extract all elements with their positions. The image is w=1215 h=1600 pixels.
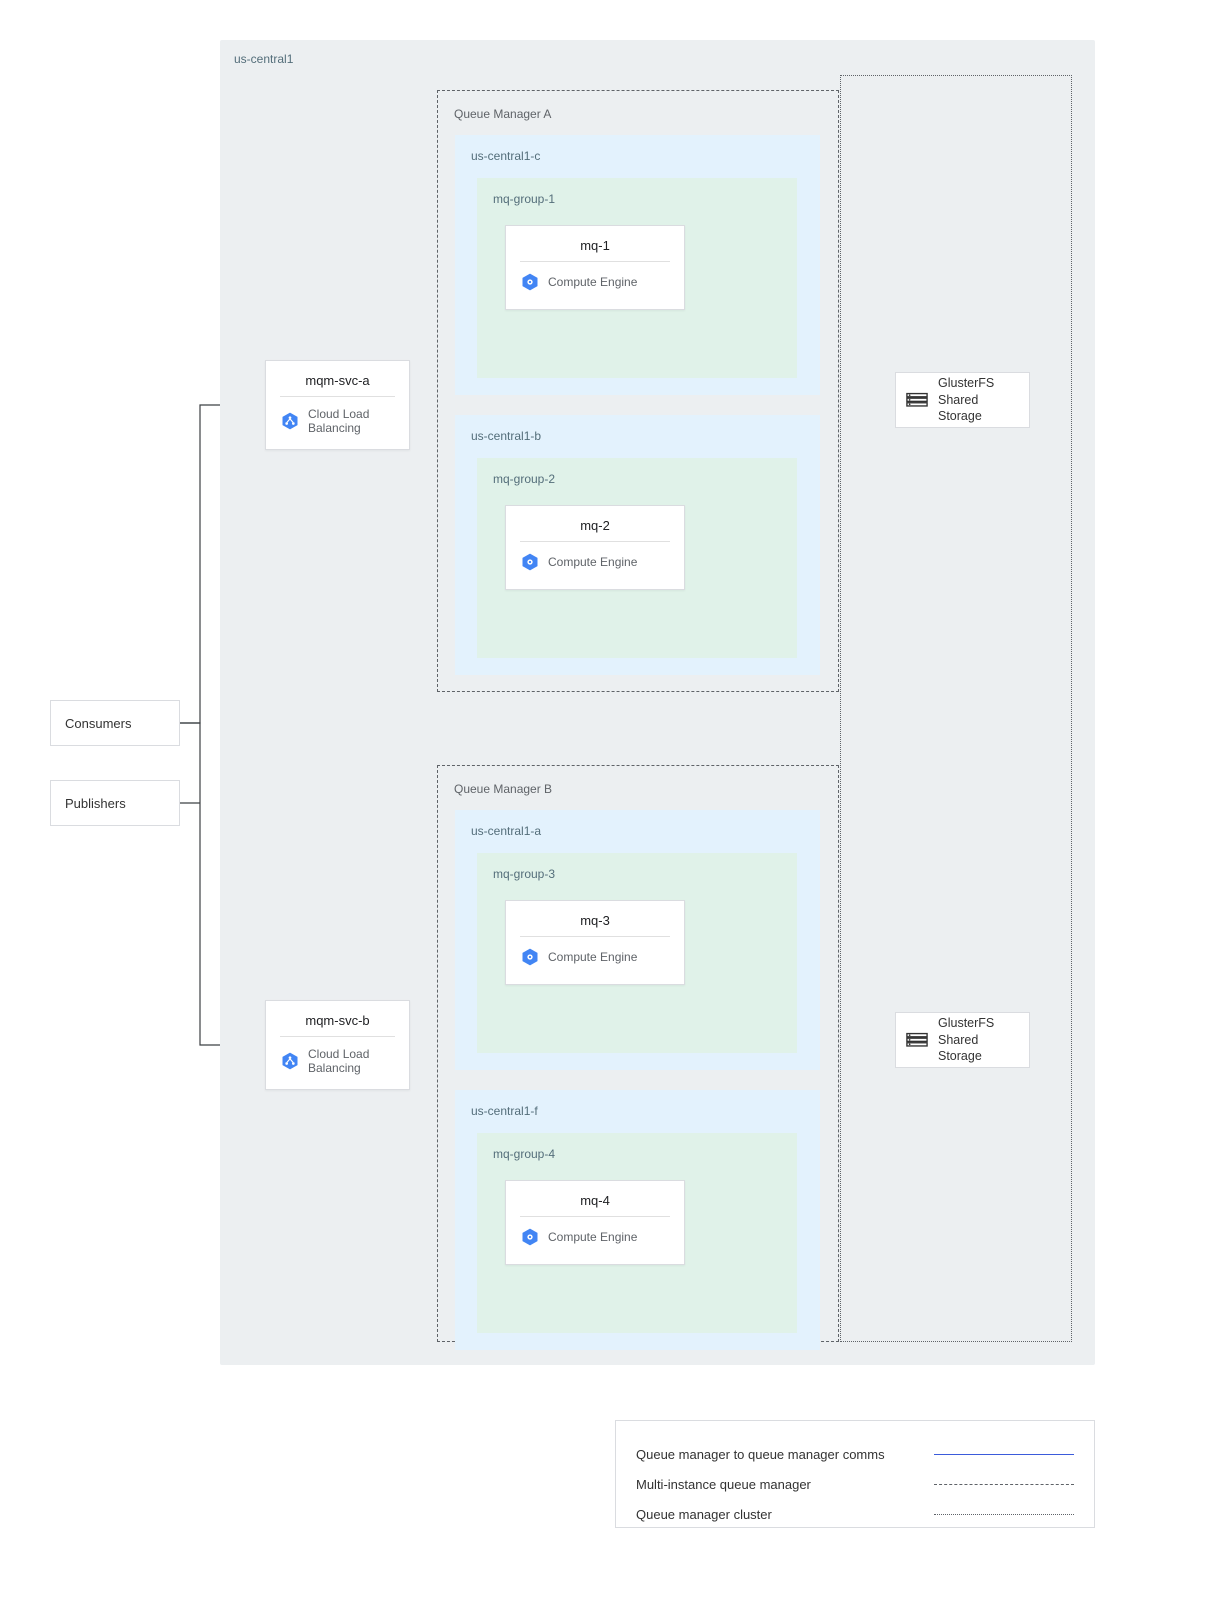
legend-multi-label: Multi-instance queue manager	[636, 1477, 811, 1492]
instance-mq-4-sub: Compute Engine	[548, 1230, 637, 1244]
consumers-box: Consumers	[50, 700, 180, 746]
queue-manager-b-label: Queue Manager B	[454, 782, 552, 796]
storage-icon	[906, 1032, 928, 1048]
group-b2-label: mq-group-4	[493, 1147, 555, 1161]
legend: Queue manager to queue manager comms Mul…	[615, 1420, 1095, 1528]
storage-icon	[906, 392, 928, 408]
storage-b-line1: GlusterFS	[938, 1016, 994, 1030]
instance-mq-1-title: mq-1	[506, 226, 684, 261]
instance-mq-1-sub: Compute Engine	[548, 275, 637, 289]
lb-mqm-svc-b: mqm-svc-b Cloud Load Balancing	[265, 1000, 410, 1090]
load-balancer-icon	[280, 1051, 300, 1071]
compute-engine-icon	[520, 552, 540, 572]
zone-b1-label: us-central1-a	[471, 824, 541, 838]
group-b1-label: mq-group-3	[493, 867, 555, 881]
instance-mq-3-sub: Compute Engine	[548, 950, 637, 964]
group-a2-label: mq-group-2	[493, 472, 555, 486]
load-balancer-icon	[280, 411, 300, 431]
queue-manager-a-label: Queue Manager A	[454, 107, 551, 121]
compute-engine-icon	[520, 1227, 540, 1247]
publishers-label: Publishers	[65, 796, 126, 811]
publishers-box: Publishers	[50, 780, 180, 826]
lb-mqm-svc-a: mqm-svc-a Cloud Load Balancing	[265, 360, 410, 450]
instance-mq-2: mq-2 Compute Engine	[505, 505, 685, 590]
storage-a-line2: Shared Storage	[938, 393, 982, 424]
glusterfs-storage-b: GlusterFS Shared Storage	[895, 1012, 1030, 1068]
group-a1-label: mq-group-1	[493, 192, 555, 206]
legend-line-solid	[934, 1454, 1074, 1455]
lb-a-title: mqm-svc-a	[266, 361, 409, 396]
lb-a-sub: Cloud Load Balancing	[308, 407, 395, 435]
instance-mq-1: mq-1 Compute Engine	[505, 225, 685, 310]
instance-mq-4-title: mq-4	[506, 1181, 684, 1216]
zone-b2-label: us-central1-f	[471, 1104, 538, 1118]
diagram-canvas: us-central1 Queue Manager A us-central1-…	[0, 0, 1215, 1600]
storage-b-line2: Shared Storage	[938, 1033, 982, 1064]
consumers-label: Consumers	[65, 716, 131, 731]
lb-b-title: mqm-svc-b	[266, 1001, 409, 1036]
legend-cluster-label: Queue manager cluster	[636, 1507, 772, 1522]
legend-line-dotted	[934, 1514, 1074, 1515]
compute-engine-icon	[520, 947, 540, 967]
instance-mq-2-title: mq-2	[506, 506, 684, 541]
compute-engine-icon	[520, 272, 540, 292]
zone-a2-label: us-central1-b	[471, 429, 541, 443]
lb-b-sub: Cloud Load Balancing	[308, 1047, 395, 1075]
zone-a1-label: us-central1-c	[471, 149, 540, 163]
instance-mq-3-title: mq-3	[506, 901, 684, 936]
instance-mq-2-sub: Compute Engine	[548, 555, 637, 569]
storage-a-line1: GlusterFS	[938, 376, 994, 390]
instance-mq-4: mq-4 Compute Engine	[505, 1180, 685, 1265]
glusterfs-storage-a: GlusterFS Shared Storage	[895, 372, 1030, 428]
queue-manager-cluster-box	[840, 75, 1072, 1342]
legend-line-dashed	[934, 1484, 1074, 1485]
instance-mq-3: mq-3 Compute Engine	[505, 900, 685, 985]
region-label: us-central1	[234, 52, 293, 66]
legend-comms-label: Queue manager to queue manager comms	[636, 1447, 885, 1462]
